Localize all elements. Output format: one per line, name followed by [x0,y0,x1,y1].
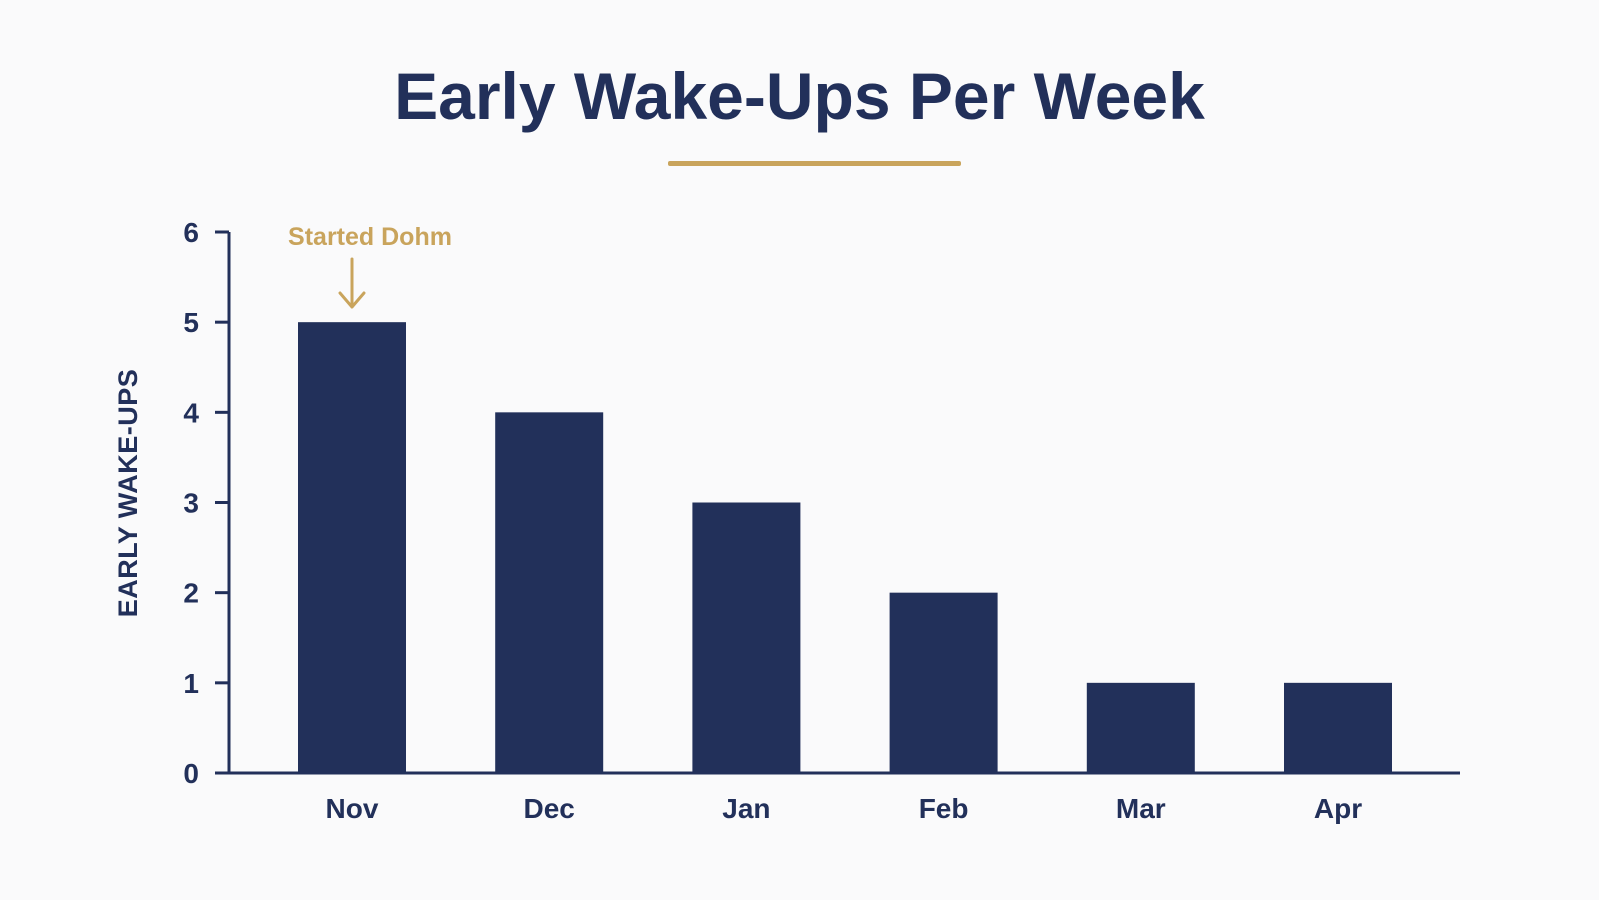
bar-dec [495,412,604,773]
x-tick-label: Apr [1314,793,1362,824]
annotation: Started Dohm [288,223,452,309]
y-tick-label: 0 [183,758,199,789]
x-tick-label: Dec [524,793,575,824]
x-tick-label: Nov [326,793,379,824]
y-ticks-group: 0 1 2 3 4 5 6 [183,217,229,789]
bar-jan [692,502,801,773]
y-tick-label: 5 [183,307,199,338]
bar-feb [889,592,998,773]
x-labels-group: Nov Dec Jan Feb Mar Apr [326,793,1363,824]
x-tick-label: Mar [1116,793,1166,824]
title-underline [668,161,961,166]
bar-nov [298,322,406,773]
y-tick-label: 1 [183,668,199,699]
annotation-text: Started Dohm [288,223,452,251]
y-tick-label: 4 [183,397,199,428]
bar-apr [1284,682,1392,773]
annotation-arrow-icon [338,257,366,309]
x-tick-label: Feb [919,793,969,824]
bar-mar [1086,682,1195,773]
y-axis-title: EARLY WAKE-UPS [113,369,143,618]
y-tick-label: 3 [183,488,199,519]
x-tick-label: Jan [722,793,770,824]
y-tick-label: 6 [183,217,199,248]
chart-title: Early Wake-Ups Per Week [394,59,1205,133]
bars-group [298,322,1392,773]
y-tick-label: 2 [183,578,199,609]
